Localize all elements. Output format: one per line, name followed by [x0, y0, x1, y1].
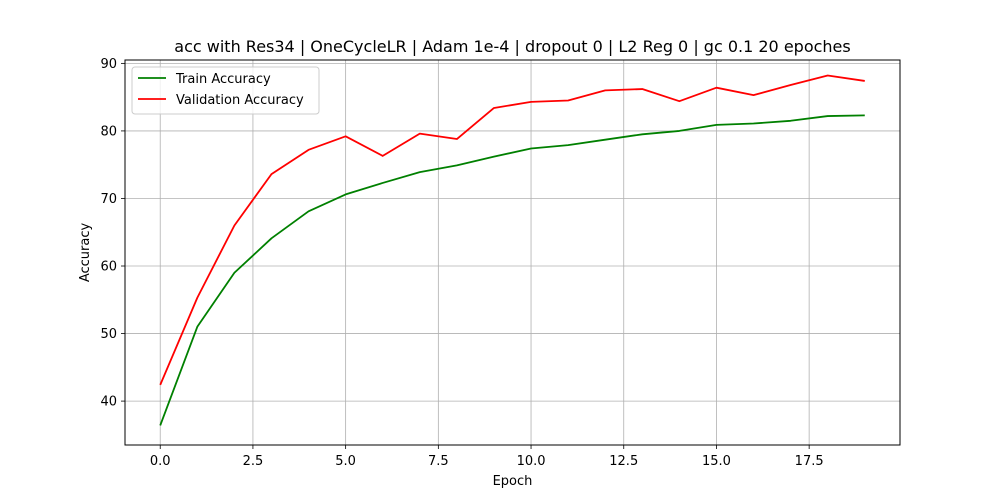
x-tick-label: 0.0 — [150, 454, 171, 469]
x-axis-ticks: 0.0 2.5 5.0 7.5 10.0 12.5 15.0 17.5 — [150, 445, 824, 469]
y-axis-ticks: 40 50 60 70 80 90 — [100, 57, 125, 410]
legend-label-validation: Validation Accuracy — [176, 93, 304, 108]
x-tick-label: 10.0 — [517, 454, 546, 469]
x-tick-label: 2.5 — [243, 454, 264, 469]
y-tick-label: 40 — [100, 395, 117, 410]
y-tick-label: 50 — [100, 327, 117, 342]
validation-accuracy-line — [159, 74, 865, 386]
x-tick-label: 7.5 — [428, 454, 449, 469]
legend-label-train: Train Accuracy — [175, 72, 271, 87]
chart-title: acc with Res34 | OneCycleLR | Adam 1e-4 … — [174, 37, 850, 56]
plot-frame — [124, 59, 901, 446]
x-tick-label: 5.0 — [335, 454, 356, 469]
y-tick-label: 90 — [100, 57, 117, 72]
legend-box — [131, 66, 320, 115]
y-tick-label: 60 — [100, 260, 117, 275]
x-tick-label: 12.5 — [609, 454, 638, 469]
y-tick-label: 80 — [100, 124, 117, 139]
x-axis-label: Epoch — [493, 474, 533, 489]
x-tick-label: 15.0 — [702, 454, 731, 469]
series-lines — [159, 74, 865, 426]
x-tick-label: 17.5 — [795, 454, 824, 469]
y-axis-label: Accuracy — [78, 223, 93, 283]
legend: Train Accuracy Validation Accuracy — [131, 66, 320, 115]
grid-lines — [125, 60, 900, 445]
y-tick-label: 70 — [100, 192, 117, 207]
train-accuracy-line — [159, 114, 865, 426]
